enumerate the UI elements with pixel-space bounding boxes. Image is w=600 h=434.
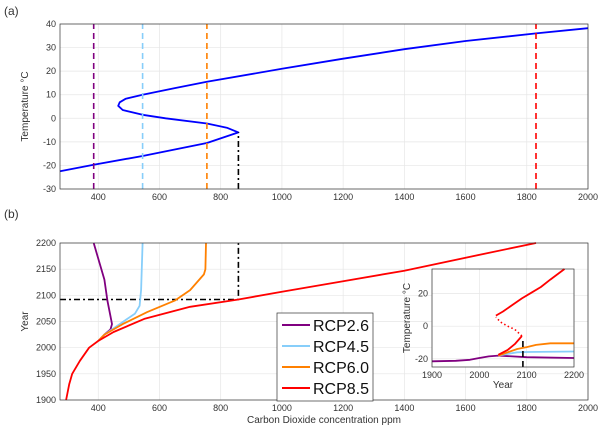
legend-box: [276, 312, 374, 402]
legend-label: RCP2.6: [313, 318, 369, 335]
series-line-rcp60: [97, 242, 207, 342]
legend-label: RCP8.5: [313, 381, 369, 398]
plot-area: [432, 269, 574, 367]
x-tick-label: 1800: [517, 192, 537, 202]
x-tick-label: 1900: [422, 370, 442, 380]
plot-area: [60, 24, 588, 189]
series-line-rcp85-unstable: [495, 316, 523, 337]
axes-frame: [431, 268, 575, 368]
x-tick-label: 2000: [578, 403, 598, 413]
x-tick-label: 600: [152, 403, 167, 413]
y-tick-label: 2050: [36, 317, 56, 327]
x-tick-label: 1000: [272, 403, 292, 413]
y-axis-label: Temperature °C: [20, 71, 31, 141]
y-tick-label: 10: [46, 90, 56, 100]
legend-label: RCP4.5: [313, 339, 369, 356]
series-line-equilibrium: [59, 27, 589, 173]
legend: RCP2.6 RCP4.5 RCP6.0 RCP8.5: [276, 312, 374, 402]
x-tick-label: 800: [213, 192, 228, 202]
y-tick-label: -30: [43, 184, 56, 194]
x-tick-label: 2100: [517, 370, 537, 380]
y-tick-label: 1950: [36, 369, 56, 379]
x-axis-label: Carbon Dioxide concentration ppm: [247, 415, 401, 426]
x-tick-label: 400: [91, 403, 106, 413]
y-tick-label: 0: [51, 113, 56, 123]
x-tick-label: 400: [91, 192, 106, 202]
y-tick-label: 30: [46, 43, 56, 53]
y-tick-label: 2150: [36, 264, 56, 274]
y-tick-label: 1900: [36, 395, 56, 405]
x-tick-label: 1400: [394, 192, 414, 202]
series-line-rcp85: [497, 335, 523, 356]
x-axis-label: Year: [493, 380, 514, 391]
y-axis-label: Temperature °C: [402, 283, 413, 353]
y-tick-label: 40: [46, 19, 56, 29]
y-tick-label: 2200: [36, 238, 56, 248]
legend-label: RCP6.0: [313, 360, 369, 377]
x-tick-label: 1600: [456, 192, 476, 202]
x-tick-label: 1200: [333, 192, 353, 202]
x-tick-label: 1600: [456, 403, 476, 413]
y-tick-label: -10: [43, 137, 56, 147]
series-line-rcp60: [498, 342, 574, 357]
panel-label-a: (a): [4, 4, 19, 18]
x-tick-label: 2000: [578, 192, 598, 202]
series-line-rcp85-warm: [495, 268, 566, 317]
x-tick-label: 600: [152, 192, 167, 202]
x-tick-label: 2000: [469, 370, 489, 380]
axes-frame: [59, 23, 589, 190]
y-tick-label: -20: [43, 160, 56, 170]
y-tick-label: 2000: [36, 343, 56, 353]
series-line-rcp85: [65, 242, 537, 401]
y-tick-label: 2100: [36, 290, 56, 300]
x-tick-label: 1800: [517, 403, 537, 413]
x-tick-label: 1200: [333, 403, 353, 413]
y-tick-label: 20: [418, 289, 428, 299]
series-line-rcp26: [431, 354, 575, 363]
x-tick-label: 800: [213, 403, 228, 413]
x-tick-label: 1400: [394, 403, 414, 413]
panel-label-b: (b): [4, 207, 19, 221]
series-line-rcp45: [498, 350, 575, 357]
x-tick-label: 2200: [564, 370, 584, 380]
y-tick-label: -20: [415, 354, 428, 364]
x-tick-label: 1000: [272, 192, 292, 202]
inset-axes: 1900 2000 2100 2200 -20 0 20 Temperature °C Year: [402, 268, 584, 391]
y-axis-label: Year: [20, 311, 31, 332]
y-tick-label: 0: [423, 321, 428, 331]
panel-a-axes: 400 600 800 1000 1200 1400 1600 1800 2000-30-20-…: [20, 19, 598, 202]
y-tick-label: 20: [46, 66, 56, 76]
